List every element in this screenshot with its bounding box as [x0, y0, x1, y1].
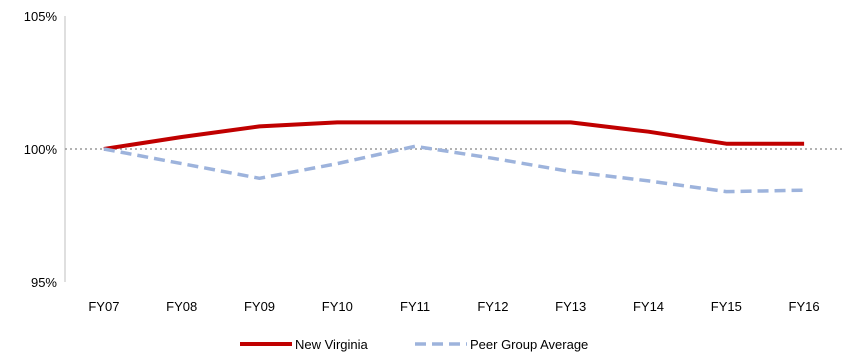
x-tick-label: FY13	[555, 299, 586, 314]
y-tick-label: 105%	[24, 9, 58, 24]
series-line-new-virginia	[103, 120, 805, 151]
x-tick-label: FY11	[400, 299, 430, 314]
x-tick-labels: FY07 FY08 FY09 FY10 FY11 FY12 FY13 FY14 FY15 FY16	[88, 299, 819, 314]
series-line-peer-group-average	[103, 144, 805, 194]
legend: New Virginia Peer Group Average	[240, 337, 588, 352]
legend-label: Peer Group Average	[470, 337, 588, 352]
x-tick-label: FY10	[322, 299, 353, 314]
x-tick-label: FY12	[477, 299, 508, 314]
x-tick-label: FY16	[789, 299, 820, 314]
y-tick-labels: 95% 100% 105%	[24, 9, 58, 290]
y-tick-label: 100%	[24, 142, 58, 157]
x-tick-label: FY15	[711, 299, 742, 314]
x-tick-label: FY14	[633, 299, 664, 314]
legend-label: New Virginia	[295, 337, 369, 352]
x-tick-label: FY07	[88, 299, 119, 314]
series-layer	[103, 120, 805, 194]
x-tick-label: FY09	[244, 299, 275, 314]
y-tick-label: 95%	[31, 275, 57, 290]
x-tick-label: FY08	[166, 299, 197, 314]
